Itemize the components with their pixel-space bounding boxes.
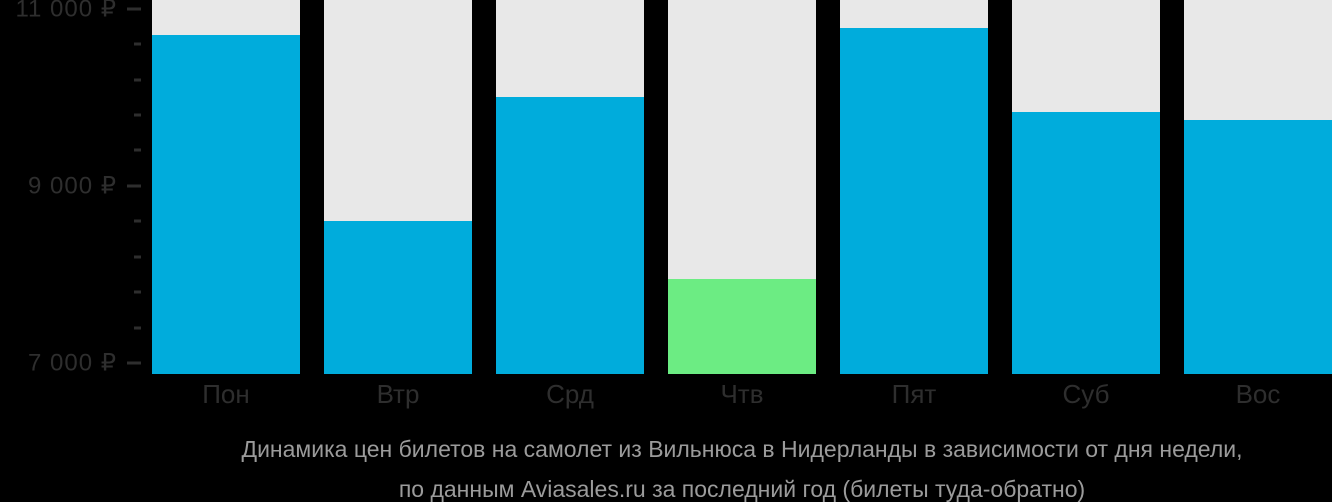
y-axis: 11 000 ₽ 9 000 ₽ 7 000 ₽ xyxy=(0,0,141,377)
y-minor-tick-dash-icon xyxy=(134,290,141,294)
y-tick-dash-icon xyxy=(127,361,141,365)
x-axis-label-0: Пон xyxy=(202,379,250,409)
price-bar xyxy=(840,28,988,374)
y-tick-label: 9 000 ₽ xyxy=(28,172,117,200)
y-minor-tick-dash-icon xyxy=(134,78,141,82)
plot-area xyxy=(152,0,1332,374)
chart-subtitle: по данным Aviasales.ru за последний год … xyxy=(398,476,1086,502)
price-bar xyxy=(496,97,644,374)
x-axis-label-1: Втр xyxy=(376,379,420,409)
bar-column-5 xyxy=(1012,0,1160,374)
y-minor-tick-dash-icon xyxy=(134,255,141,259)
bar-column-6 xyxy=(1184,0,1332,374)
y-major-tick: 9 000 ₽ xyxy=(28,171,141,200)
x-axis-label-2: Срд xyxy=(546,379,594,409)
y-tick-dash-icon xyxy=(127,7,141,11)
y-minor-tick-dash-icon xyxy=(134,326,141,330)
price-bar xyxy=(152,35,300,374)
y-minor-tick-dash-icon xyxy=(134,113,141,117)
chart-title: Динамика цен билетов на самолет из Вильн… xyxy=(241,436,1243,462)
chart-caption: Динамика цен билетов на самолет из Вильн… xyxy=(152,429,1332,502)
price-bar xyxy=(324,221,472,374)
x-axis-label-4: Пят xyxy=(891,379,937,409)
x-axis-labels: Пон Втр Срд Чтв Пят Суб Вос xyxy=(152,379,1332,409)
y-major-tick: 7 000 ₽ xyxy=(28,348,141,377)
bar-column-0 xyxy=(152,0,300,374)
y-tick-dash-icon xyxy=(127,184,141,188)
x-axis-label-3: Чтв xyxy=(720,379,764,409)
y-major-tick: 11 000 ₽ xyxy=(15,0,141,23)
price-bar xyxy=(1012,112,1160,374)
y-tick-label: 11 000 ₽ xyxy=(15,0,117,23)
y-minor-tick-dash-icon xyxy=(134,219,141,223)
y-minor-tick-dash-icon xyxy=(134,148,141,152)
price-bar-lowest xyxy=(668,278,816,374)
x-axis-label-6: Вос xyxy=(1235,379,1281,409)
bar-column-2 xyxy=(496,0,644,374)
y-minor-tick-dash-icon xyxy=(134,42,141,46)
bar-column-3 xyxy=(668,0,816,374)
bar-column-4 xyxy=(840,0,988,374)
x-axis-label-5: Суб xyxy=(1062,379,1110,409)
price-bar xyxy=(1184,119,1332,374)
y-tick-label: 7 000 ₽ xyxy=(28,349,117,377)
bar-column-1 xyxy=(324,0,472,374)
